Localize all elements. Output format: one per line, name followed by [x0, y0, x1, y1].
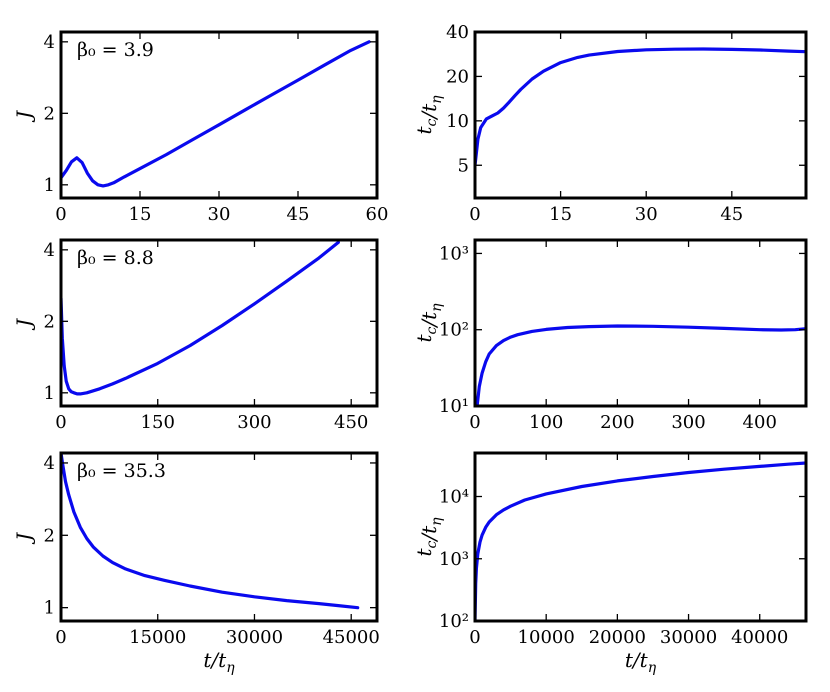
y-tick-label: 10 [446, 111, 469, 132]
y-axis-label: tc/tη [412, 303, 445, 343]
y-axis-label: J [12, 532, 36, 545]
series-line [475, 324, 806, 406]
x-axis-label: t/tη [625, 648, 657, 676]
y-tick-label: 2 [44, 103, 55, 124]
x-tick-label: 30000 [226, 627, 283, 648]
y-tick-label: 2 [44, 311, 55, 332]
x-tick-label: 450 [334, 412, 368, 433]
series-line [61, 40, 371, 188]
x-tick-label: 15000 [129, 627, 186, 648]
y-tick-label: 10⁴ [439, 487, 469, 508]
x-tick-label: 45000 [323, 627, 380, 648]
y-tick-label: 5 [458, 155, 469, 176]
x-tick-label: 0 [469, 627, 480, 648]
y-tick-label: 40 [446, 22, 469, 43]
panel-r3-c1: 0 15000 30000 45000 1 2 4 β₀ = 35.3 Jt/tη [12, 451, 380, 676]
y-tick-label: 10² [439, 611, 469, 632]
x-tick-label: 150 [141, 412, 175, 433]
x-tick-label: 60 [366, 204, 389, 225]
plot-frame [59, 238, 379, 408]
y-axis-label: tc/tη [412, 517, 445, 557]
x-tick-label: 0 [469, 412, 480, 433]
panel-r3-c2: 0 10000 20000 30000 40000 10² 10³ 10⁴ tc/tη t/tη [412, 451, 808, 676]
panel-r2-c1: 0 150 300 450 1 2 4 β₀ = 8.8 J [12, 238, 379, 433]
x-tick-label: 0 [469, 204, 480, 225]
x-tick-label: 15 [129, 204, 152, 225]
y-tick-label: 1 [44, 383, 55, 404]
y-tick-label: 1 [44, 175, 55, 196]
y-tick-label: 10³ [439, 549, 469, 570]
x-tick-label: 30 [635, 204, 658, 225]
y-tick-label: 1 [44, 598, 55, 619]
y-tick-label: 10³ [439, 243, 469, 264]
x-tick-label: 400 [743, 412, 777, 433]
x-tick-label: 0 [55, 627, 66, 648]
x-tick-label: 40000 [731, 627, 788, 648]
y-tick-label: 4 [44, 453, 55, 474]
panel-r2-c2: 0 100 200 300 400 10¹ 10² 10³ tc/tη [412, 238, 808, 433]
beta-annotation: β₀ = 3.9 [77, 39, 154, 61]
plot-frame [59, 30, 379, 200]
plot-frame [473, 451, 808, 623]
series-line [61, 453, 360, 610]
series-line [61, 240, 340, 396]
x-tick-label: 45 [287, 204, 310, 225]
y-tick-label: 4 [44, 240, 55, 261]
plot-frame [473, 238, 808, 408]
y-tick-label: 20 [446, 66, 469, 87]
plot-frame [473, 30, 808, 200]
x-axis-label: t/tη [203, 648, 235, 676]
beta-annotation: β₀ = 8.8 [77, 247, 154, 269]
x-tick-label: 200 [600, 412, 634, 433]
panel-r1-c1: 0 15 30 45 60 1 2 4 β₀ = 3.9 J [12, 30, 389, 225]
y-axis-label: J [12, 318, 36, 331]
x-tick-label: 0 [55, 412, 66, 433]
x-tick-label: 30 [208, 204, 231, 225]
x-tick-label: 300 [237, 412, 271, 433]
x-tick-label: 20000 [589, 627, 646, 648]
x-tick-label: 30000 [660, 627, 717, 648]
x-tick-label: 0 [55, 204, 66, 225]
x-tick-label: 10000 [518, 627, 575, 648]
y-tick-label: 10² [439, 320, 469, 341]
x-tick-label: 300 [671, 412, 705, 433]
series-line [475, 461, 806, 621]
y-tick-label: 10¹ [439, 396, 469, 417]
y-axis-label: J [12, 110, 36, 123]
y-axis-label: tc/tη [412, 95, 445, 135]
y-tick-label: 2 [44, 525, 55, 546]
panel-r1-c2: 0 15 30 45 5 10 20 40 tc/tη [412, 22, 808, 225]
y-tick-label: 4 [44, 32, 55, 53]
x-tick-label: 45 [720, 204, 743, 225]
x-tick-label: 15 [549, 204, 572, 225]
plot-frame [59, 451, 379, 623]
beta-annotation: β₀ = 35.3 [77, 460, 166, 482]
x-tick-label: 100 [529, 412, 563, 433]
series-line [475, 47, 806, 167]
